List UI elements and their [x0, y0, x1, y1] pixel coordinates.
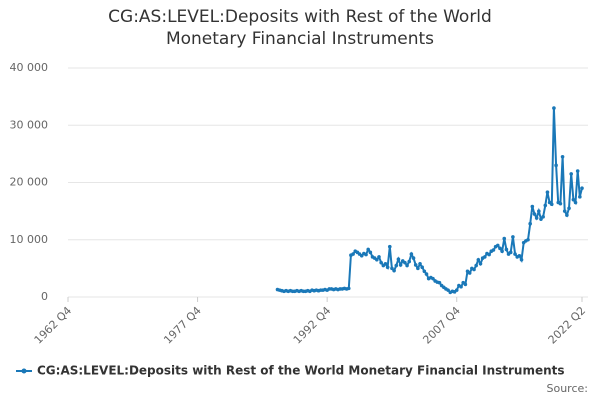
data-point — [541, 215, 545, 219]
data-point — [562, 209, 567, 213]
data-point — [537, 209, 541, 213]
x-tick-label: 1977 Q4 — [161, 304, 204, 347]
data-point — [517, 253, 522, 258]
data-point — [552, 106, 556, 110]
data-point — [571, 197, 576, 202]
data-point — [539, 217, 543, 221]
data-point — [364, 252, 368, 257]
data-point — [549, 202, 554, 207]
y-tick-label: 10 000 — [10, 233, 49, 246]
data-point — [573, 200, 578, 205]
data-point — [375, 257, 379, 262]
data-point — [476, 257, 481, 262]
data-point — [346, 286, 351, 291]
data-point — [474, 263, 478, 268]
x-tick-label: 2007 Q4 — [420, 304, 463, 347]
data-point — [377, 255, 381, 259]
legend-marker — [21, 368, 27, 374]
x-tick-label: 2022 Q2 — [546, 304, 589, 347]
series-line — [277, 108, 583, 294]
data-point — [359, 253, 364, 258]
data-point — [498, 246, 502, 251]
data-point — [528, 221, 532, 226]
data-point — [560, 154, 565, 159]
chart-title: CG:AS:LEVEL:Deposits with Rest of the Wo… — [108, 7, 492, 49]
data-point — [446, 288, 450, 292]
data-point — [403, 260, 407, 265]
data-point — [526, 237, 530, 242]
data-point — [483, 255, 487, 259]
data-point — [511, 235, 515, 239]
data-point — [580, 186, 584, 191]
data-point — [379, 260, 383, 265]
data-point — [508, 250, 513, 255]
data-point — [366, 247, 370, 252]
data-point — [491, 248, 496, 252]
data-point — [431, 276, 435, 281]
data-point — [437, 280, 442, 285]
data-point — [422, 269, 427, 274]
data-point — [390, 266, 394, 271]
x-tick-label: 1962 Q4 — [32, 304, 75, 347]
data-point — [545, 190, 550, 195]
data-point — [554, 163, 558, 168]
data-point — [405, 263, 409, 268]
data-point — [565, 213, 569, 217]
data-point — [502, 236, 507, 241]
y-tick-label: 30 000 — [10, 118, 49, 131]
data-point — [543, 203, 548, 208]
x-tick-label: 1992 Q4 — [291, 304, 334, 347]
data-point — [504, 247, 509, 252]
data-point — [558, 201, 563, 206]
data-point — [519, 257, 524, 262]
data-point — [459, 284, 463, 289]
data-point — [411, 256, 416, 260]
data-point — [569, 172, 574, 176]
data-point — [396, 257, 401, 262]
data-point — [454, 288, 459, 292]
data-point — [383, 261, 388, 266]
data-point — [530, 204, 535, 209]
data-point — [487, 252, 491, 257]
data-point — [413, 263, 418, 267]
data-point — [398, 263, 403, 267]
data-point — [418, 261, 422, 266]
data-point — [472, 267, 476, 272]
y-tick-label: 0 — [41, 290, 48, 303]
data-point — [424, 272, 429, 276]
data-point — [409, 252, 414, 256]
data-point — [420, 265, 424, 270]
data-point — [578, 195, 582, 199]
y-tick-label: 40 000 — [10, 61, 49, 74]
data-point — [394, 263, 399, 268]
data-point — [387, 244, 392, 249]
data-point — [351, 252, 355, 256]
data-point — [513, 252, 517, 256]
legend-label: CG:AS:LEVEL:Deposits with Rest of the Wo… — [37, 364, 565, 378]
data-point — [478, 261, 483, 266]
y-tick-label: 20 000 — [10, 176, 49, 189]
data-point — [463, 282, 468, 287]
data-point — [532, 212, 537, 216]
data-point — [500, 249, 504, 253]
data-point — [534, 216, 539, 220]
data-point — [392, 268, 396, 273]
source: Source: — [547, 382, 589, 395]
data-point — [416, 266, 420, 271]
data-point — [495, 243, 500, 248]
data-point — [368, 250, 373, 255]
data-point — [567, 206, 571, 211]
data-point — [575, 169, 580, 173]
data-point — [467, 271, 472, 275]
data-point — [385, 265, 390, 270]
data-point — [407, 259, 412, 264]
